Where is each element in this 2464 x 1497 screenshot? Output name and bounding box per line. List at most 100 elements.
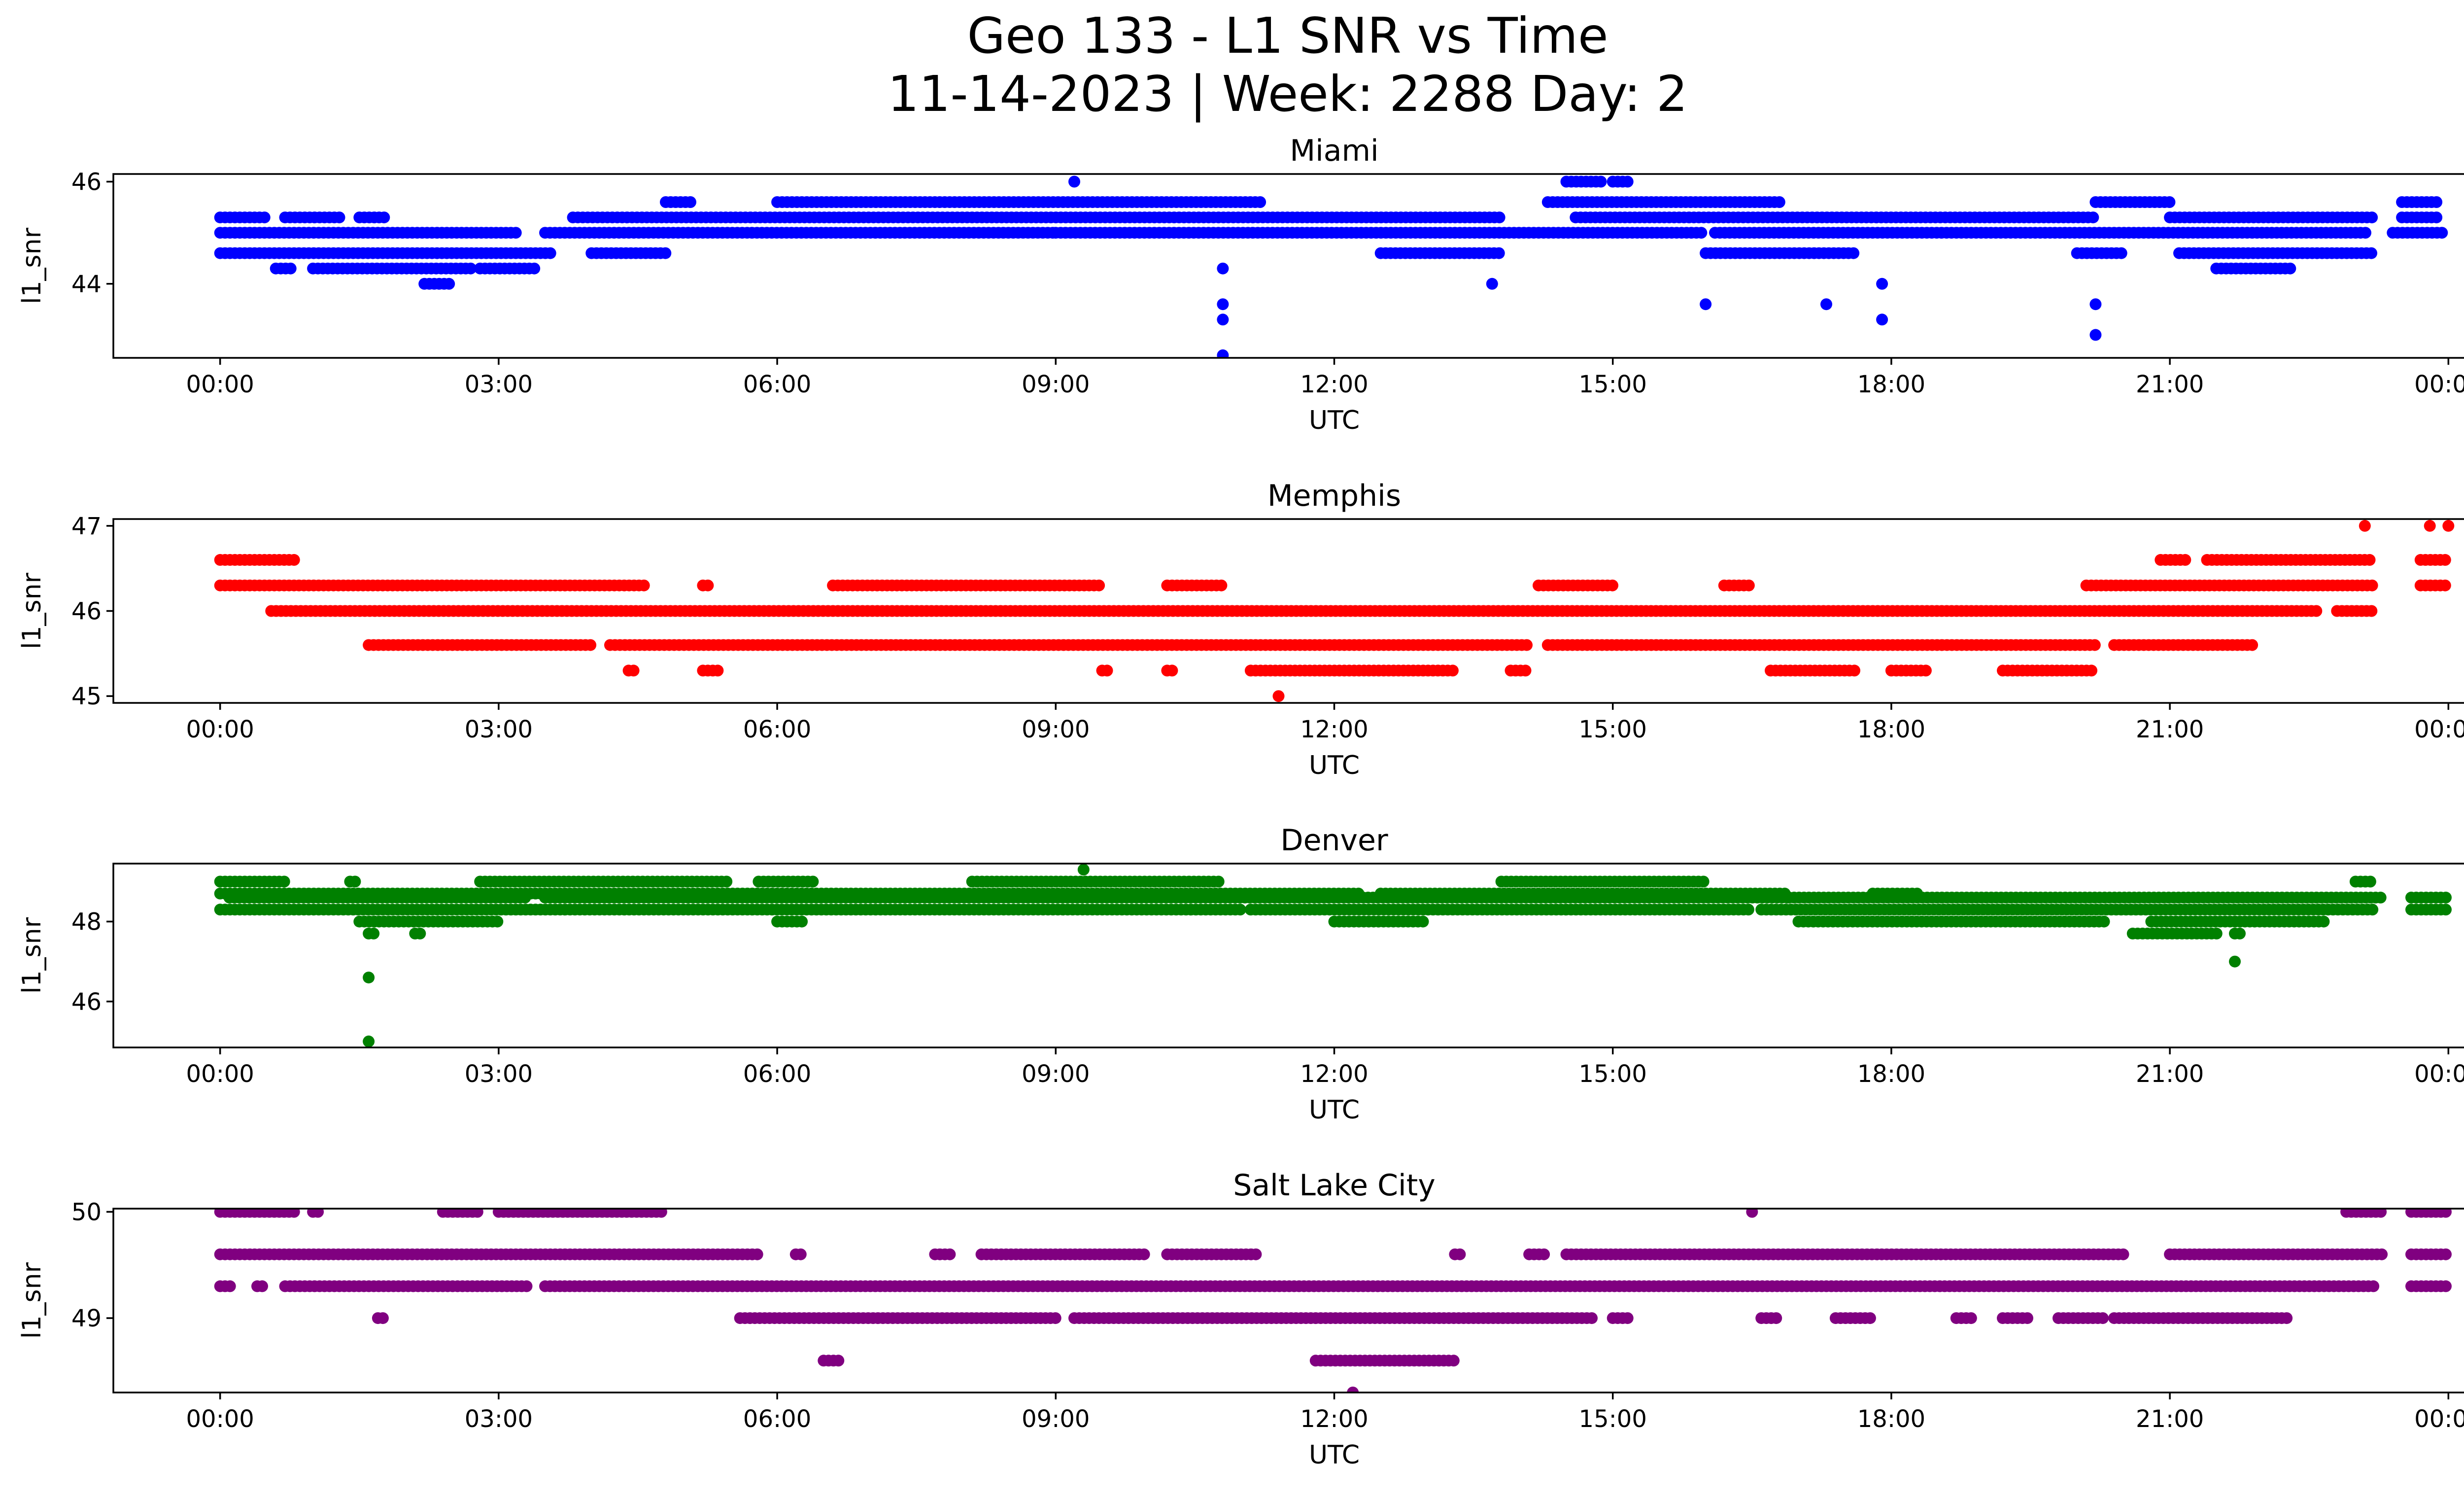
data-point: [1093, 580, 1105, 592]
data-point: [349, 876, 361, 888]
data-point: [2436, 227, 2448, 239]
data-point: [414, 928, 426, 940]
data-point: [2366, 211, 2378, 223]
data-point: [2375, 1206, 2387, 1218]
data-point: [521, 1280, 533, 1292]
y-tick-label: 44: [71, 271, 102, 298]
data-point: [2440, 1206, 2452, 1218]
x-tick-label: 21:00: [2136, 1060, 2204, 1088]
x-tick-label: 06:00: [743, 1060, 811, 1088]
data-point: [2229, 956, 2241, 968]
x-tick-label: 09:00: [1022, 371, 1090, 398]
data-point: [1215, 580, 1227, 592]
x-tick-label: 12:00: [1300, 716, 1368, 743]
subplot-title: Miami: [1290, 134, 1378, 168]
data-point: [378, 211, 390, 223]
subplot-title: Denver: [1280, 823, 1388, 858]
y-tick-label: 46: [71, 988, 102, 1016]
data-point: [1217, 349, 1229, 361]
data-point: [1700, 298, 1711, 310]
data-point: [472, 1206, 483, 1218]
figure-title-line2: 11-14-2023 | Week: 2288 Day: 2: [0, 65, 2464, 123]
x-tick-label: 15:00: [1579, 371, 1647, 398]
x-tick-label: 18:00: [1857, 716, 1925, 743]
data-point: [2089, 298, 2101, 310]
data-point: [1101, 664, 1113, 676]
subplot-title: Memphis: [1267, 479, 1401, 513]
data-point: [944, 1249, 956, 1260]
data-point: [2098, 916, 2110, 928]
data-point: [491, 916, 503, 928]
data-point: [1521, 639, 1533, 651]
x-tick-label: 15:00: [1579, 716, 1647, 743]
x-tick-label: 09:00: [1022, 716, 1090, 743]
data-point: [2366, 904, 2378, 915]
data-point: [807, 876, 819, 888]
data-point: [638, 580, 650, 592]
data-point: [2364, 554, 2376, 566]
x-tick-label: 00:00: [186, 716, 254, 743]
data-point: [2439, 580, 2451, 592]
data-point: [712, 664, 723, 676]
data-point: [368, 928, 379, 940]
y-tick-label: 46: [71, 598, 102, 626]
data-point: [510, 227, 522, 239]
data-point: [2087, 211, 2099, 223]
data-point: [2318, 916, 2329, 928]
data-point: [1622, 176, 1634, 188]
data-point: [256, 1280, 268, 1292]
scatter-series: [214, 520, 2455, 702]
data-point: [1520, 664, 1532, 676]
data-point: [2234, 928, 2246, 940]
data-point: [363, 972, 375, 983]
data-point: [2089, 329, 2101, 341]
data-point: [1454, 1249, 1466, 1260]
scatter-series: [214, 1206, 2452, 1399]
x-tick-label: 00:00: [2414, 371, 2464, 398]
data-point: [1166, 664, 1178, 676]
x-tick-label: 06:00: [743, 371, 811, 398]
data-point: [1078, 864, 1090, 875]
data-point: [1848, 664, 1860, 676]
data-point: [443, 278, 455, 290]
data-point: [702, 580, 714, 592]
data-point: [2430, 211, 2442, 223]
data-point: [2366, 580, 2378, 592]
x-tick-label: 15:00: [1579, 1060, 1647, 1088]
data-point: [2375, 892, 2387, 904]
x-tick-label: 00:00: [186, 1060, 254, 1088]
data-point: [2116, 247, 2127, 259]
y-axis-label: l1_snr: [17, 917, 47, 994]
data-point: [2118, 1249, 2129, 1260]
data-point: [288, 554, 300, 566]
data-point: [2365, 605, 2377, 617]
data-point: [2439, 554, 2451, 566]
data-point: [1848, 247, 1859, 259]
y-axis-label: l1_snr: [17, 572, 47, 649]
data-point: [363, 1036, 375, 1047]
data-point: [1486, 278, 1498, 290]
data-point: [285, 263, 297, 275]
data-point: [1743, 904, 1754, 915]
x-tick-label: 18:00: [1857, 371, 1925, 398]
data-point: [2365, 247, 2377, 259]
x-tick-label: 18:00: [1857, 1060, 1925, 1088]
data-point: [1607, 580, 1618, 592]
data-point: [2430, 196, 2442, 208]
data-point: [1217, 313, 1229, 325]
data-point: [2089, 639, 2101, 651]
data-point: [1447, 664, 1459, 676]
data-point: [2376, 1249, 2388, 1260]
data-point: [752, 1249, 763, 1260]
data-point: [1538, 1249, 1550, 1260]
data-point: [2359, 520, 2371, 532]
data-point: [1695, 227, 1707, 239]
data-point: [2364, 876, 2376, 888]
data-point: [1234, 904, 1246, 915]
figure-title-line1: Geo 133 - L1 SNR vs Time: [0, 7, 2464, 65]
data-point: [2246, 639, 2258, 651]
x-tick-label: 03:00: [465, 1060, 533, 1088]
